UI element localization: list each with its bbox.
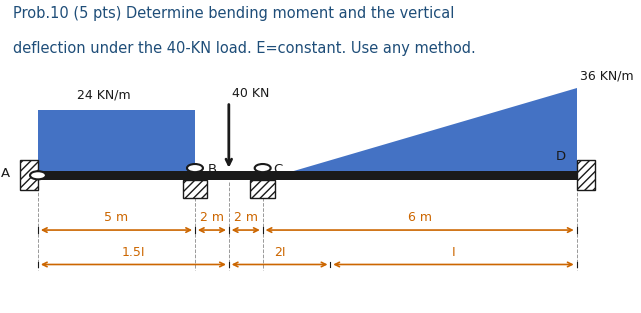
Text: 36 KN/m: 36 KN/m	[579, 70, 633, 83]
Bar	[38, 171, 577, 180]
Polygon shape	[263, 88, 577, 180]
Circle shape	[30, 171, 46, 179]
Bar	[183, 180, 207, 198]
Bar	[38, 110, 195, 180]
Text: deflection under the 40-KN load. E=constant. Use any method.: deflection under the 40-KN load. E=const…	[13, 41, 476, 56]
Text: 24 KN/m: 24 KN/m	[78, 89, 131, 102]
Text: 2 m: 2 m	[234, 211, 258, 224]
Text: 40 KN: 40 KN	[232, 87, 269, 100]
Text: D: D	[555, 150, 565, 163]
Text: A: A	[1, 167, 10, 180]
Text: C: C	[274, 163, 283, 177]
Text: 2I: 2I	[274, 246, 285, 259]
Bar	[19, 160, 38, 190]
Circle shape	[254, 164, 271, 172]
Text: 6 m: 6 m	[408, 211, 431, 224]
Text: 5 m: 5 m	[104, 211, 129, 224]
Text: I: I	[452, 246, 455, 259]
Circle shape	[187, 164, 203, 172]
Bar	[251, 180, 275, 198]
Text: 1.5I: 1.5I	[122, 246, 145, 259]
Text: B: B	[207, 163, 217, 177]
Text: 2 m: 2 m	[200, 211, 224, 224]
Bar	[577, 160, 595, 190]
Text: Prob.10 (5 pts) Determine bending moment and the vertical: Prob.10 (5 pts) Determine bending moment…	[13, 6, 454, 21]
